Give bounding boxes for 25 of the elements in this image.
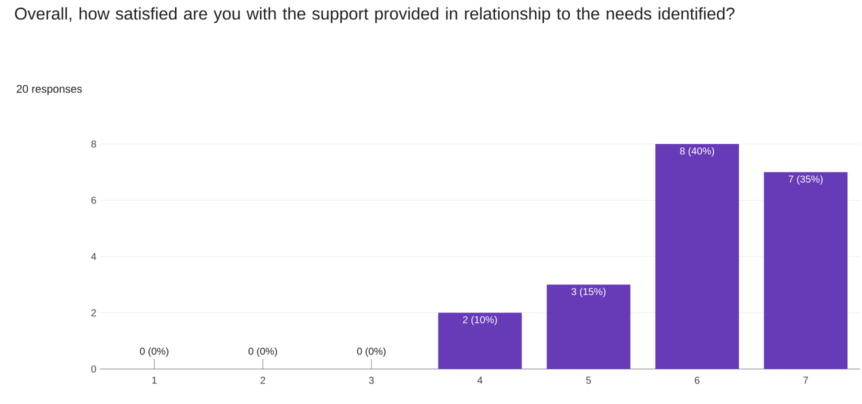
y-tick-label: 6	[91, 196, 96, 204]
bar	[546, 284, 630, 369]
x-tick-label: 6	[694, 376, 700, 384]
data-label: 7 (35%)	[788, 175, 823, 185]
x-tick-label: 5	[586, 376, 591, 384]
x-tick-label: 1	[152, 376, 157, 384]
bar	[655, 144, 739, 369]
data-label: 0 (0%)	[357, 347, 386, 357]
y-tick-label: 8	[91, 140, 96, 148]
data-label: 2 (10%)	[462, 316, 497, 326]
y-tick-label: 2	[91, 309, 96, 316]
data-label: 8 (40%)	[680, 147, 714, 157]
x-tick-label: 2	[260, 376, 266, 384]
bar	[764, 172, 848, 369]
chart-title: Overall, how satisfied are you with the support provided in relationship to the needs identified?	[15, 7, 734, 24]
data-label: 0 (0%)	[140, 347, 168, 357]
data-label: 3 (15%)	[571, 288, 606, 298]
y-tick-label: 4	[91, 253, 96, 260]
y-tick-label: 0	[91, 365, 96, 373]
bar	[438, 312, 522, 369]
x-tick-label: 3	[369, 376, 374, 384]
x-tick-label: 7	[803, 376, 808, 384]
data-label: 0 (0%)	[248, 347, 277, 357]
chart-subtitle: 20 responses	[16, 85, 82, 95]
x-tick-label: 4	[477, 376, 482, 384]
